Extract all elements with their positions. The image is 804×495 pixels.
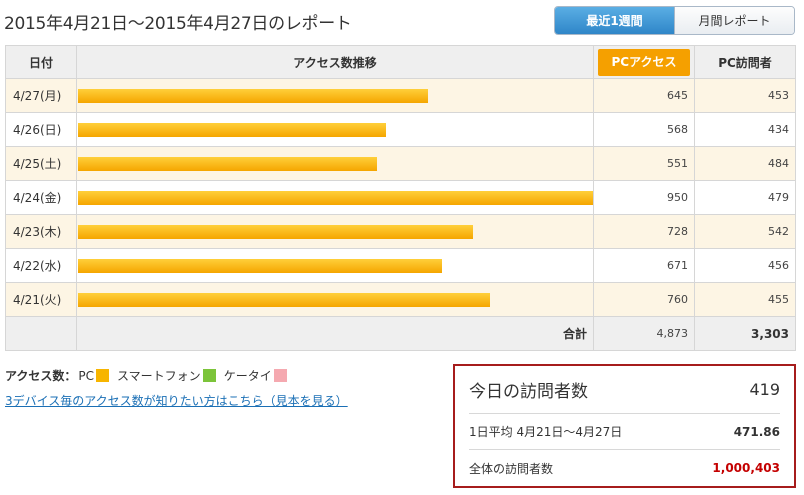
legend-title: アクセス数： (5, 369, 77, 383)
row-trend-cell (76, 78, 594, 113)
date-column-header: 日付 (5, 45, 77, 79)
legend-smartphone-label: スマートフォン (117, 369, 201, 383)
row-date: 4/27(月) (5, 78, 77, 113)
total-pc-visitors: 3,303 (694, 316, 796, 351)
access-bar (78, 259, 442, 273)
total-label: 合計 (76, 316, 594, 351)
access-legend: アクセス数： PC スマートフォン ケータイ (5, 367, 295, 384)
access-bar (78, 293, 490, 307)
row-trend-cell (76, 112, 594, 147)
row-pc-access: 760 (593, 282, 695, 317)
row-pc-visitors: 479 (694, 180, 796, 215)
row-date: 4/26(日) (5, 112, 77, 147)
device-breakdown-link[interactable]: 3デバイス毎のアクセス数が知りたい方はこちら（見本を見る） (5, 394, 348, 408)
row-trend-cell (76, 248, 594, 283)
access-bar (78, 225, 473, 239)
trend-column-header: アクセス数推移 (76, 45, 594, 79)
daily-average-row: 1日平均 4月21日～4月27日 471.86 (469, 414, 780, 450)
legend-pc-swatch (96, 369, 110, 382)
page-title: 2015年4月21日～2015年4月27日のレポート (4, 14, 352, 34)
row-pc-visitors: 456 (694, 248, 796, 283)
row-date: 4/21(火) (5, 282, 77, 317)
row-pc-access: 645 (593, 78, 695, 113)
row-trend-cell (76, 146, 594, 181)
access-report-table: 日付 アクセス数推移 PCアクセス PC訪問者 4/27(月) 645 453 4/2… (5, 45, 796, 351)
row-date: 4/22(水) (5, 248, 77, 283)
row-pc-visitors: 453 (694, 78, 796, 113)
table-header-row: 日付 アクセス数推移 PCアクセス PC訪問者 (5, 45, 796, 79)
total-visitors-row: 全体の訪問者数 1,000,403 (469, 450, 780, 486)
pc-access-header-label[interactable]: PCアクセス (598, 48, 690, 76)
table-row: 4/24(金) 950 479 (5, 180, 796, 215)
row-pc-visitors: 455 (694, 282, 796, 317)
legend-smartphone-swatch (202, 369, 216, 382)
row-date: 4/23(木) (5, 214, 77, 249)
period-tabs: 最近1週間 月間レポート (554, 6, 795, 35)
row-pc-visitors: 542 (694, 214, 796, 249)
total-empty-cell (5, 316, 77, 351)
row-pc-visitors: 434 (694, 112, 796, 147)
total-visitors-value: 1,000,403 (712, 461, 780, 475)
tab-monthly-report[interactable]: 月間レポート (675, 7, 794, 34)
row-trend-cell (76, 214, 594, 249)
tab-last-week[interactable]: 最近1週間 (555, 7, 675, 34)
row-pc-access: 568 (593, 112, 695, 147)
daily-average-value: 471.86 (733, 424, 780, 439)
visitor-summary-box: 今日の訪問者数 419 1日平均 4月21日～4月27日 471.86 全体の訪… (453, 364, 796, 488)
row-pc-access: 728 (593, 214, 695, 249)
total-row: 合計 4,873 3,303 (5, 316, 796, 351)
access-bar (78, 123, 386, 137)
table-row: 4/26(日) 568 434 (5, 112, 796, 147)
table-row: 4/23(木) 728 542 (5, 214, 796, 249)
total-pc-access: 4,873 (593, 316, 695, 351)
access-bar (78, 157, 377, 171)
access-bar (78, 191, 593, 205)
row-pc-access: 551 (593, 146, 695, 181)
row-trend-cell (76, 180, 594, 215)
row-pc-access: 950 (593, 180, 695, 215)
row-date: 4/24(金) (5, 180, 77, 215)
today-visitors-row: 今日の訪問者数 419 (469, 366, 780, 414)
pc-access-column-header[interactable]: PCアクセス (593, 45, 695, 79)
table-row: 4/22(水) 671 456 (5, 248, 796, 283)
row-trend-cell (76, 282, 594, 317)
today-visitors-value: 419 (749, 380, 780, 399)
total-visitors-label: 全体の訪問者数 (469, 461, 554, 476)
legend-keitai-swatch (273, 369, 287, 382)
table-row: 4/25(土) 551 484 (5, 146, 796, 181)
table-row: 4/27(月) 645 453 (5, 78, 796, 113)
today-visitors-label: 今日の訪問者数 (469, 382, 588, 402)
daily-average-label: 1日平均 4月21日～4月27日 (469, 425, 623, 439)
pc-visitors-column-header[interactable]: PC訪問者 (694, 45, 796, 79)
row-pc-access: 671 (593, 248, 695, 283)
row-date: 4/25(土) (5, 146, 77, 181)
legend-pc-label: PC (78, 368, 95, 383)
legend-keitai-label: ケータイ (223, 369, 272, 383)
row-pc-visitors: 484 (694, 146, 796, 181)
access-bar (78, 89, 428, 103)
table-row: 4/21(火) 760 455 (5, 282, 796, 317)
